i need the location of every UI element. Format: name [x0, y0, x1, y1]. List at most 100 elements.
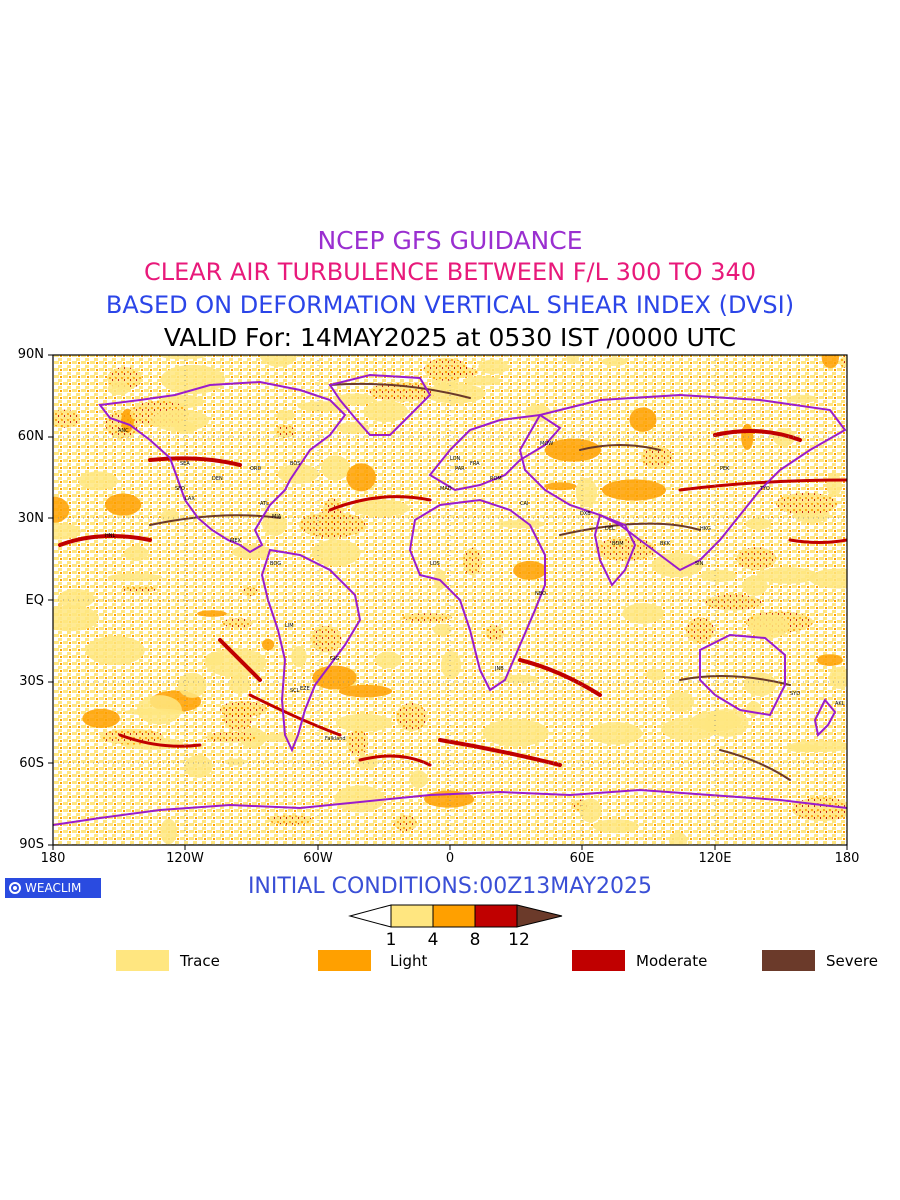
turbulence-patch: [334, 785, 386, 813]
station-label: Falkland: [325, 736, 346, 742]
turbulence-patch: [424, 357, 468, 381]
legend-label-moderate: Moderate: [636, 952, 708, 970]
turbulence-patch: [136, 695, 182, 725]
turbulence-patch: [592, 819, 639, 834]
turbulence-patch: [276, 410, 295, 421]
turbulence-patch: [785, 394, 818, 403]
station-label: BOM: [612, 541, 624, 547]
turbulence-patch: [601, 479, 666, 501]
turbulence-patch: [177, 672, 207, 698]
turbulence-patch: [121, 586, 158, 593]
turbulence-patch: [736, 547, 777, 571]
turbulence-patch: [160, 818, 177, 845]
colorbar-moderate: [474, 904, 518, 928]
colorbar-light: [432, 904, 476, 928]
title-line-2: CLEAR AIR TURBULENCE BETWEEN F/L 300 TO …: [143, 258, 757, 286]
lon-label-60w: 60W: [303, 851, 333, 866]
station-label: MOW: [540, 441, 553, 447]
turbulence-patch: [685, 617, 715, 643]
station-label: BKK: [660, 541, 671, 547]
turbulence-patch: [544, 438, 602, 462]
logo-text: WEACLIM: [25, 881, 82, 895]
turbulence-streak: [678, 478, 847, 492]
turbulence-patch: [205, 652, 225, 666]
turbulence-patch: [277, 464, 319, 484]
station-label: DEL: [605, 526, 615, 532]
colorbar: [348, 904, 563, 928]
turbulence-patch: [756, 567, 818, 584]
station-label: NBO: [535, 591, 546, 597]
turbulence-patch: [312, 665, 357, 690]
title-line-3: BASED ON DEFORMATION VERTICAL SHEAR INDE…: [105, 291, 795, 319]
turbulence-patch: [291, 646, 307, 668]
turbulence-patch: [816, 654, 843, 666]
turbulence-patch: [254, 733, 304, 742]
colorbar-tick-8: 8: [469, 930, 481, 950]
turbulence-patch: [629, 407, 657, 432]
turbulence-patch: [298, 512, 366, 538]
turbulence-patch: [184, 755, 213, 778]
lat-label-60n: 60N: [17, 429, 44, 444]
lat-label-60s: 60S: [19, 756, 44, 771]
turbulence-patch: [700, 569, 738, 583]
turbulence-patch: [513, 560, 547, 580]
station-label: DEN: [212, 476, 223, 482]
station-label: SIN: [695, 561, 704, 567]
turbulence-patch: [335, 713, 392, 732]
turbulence-patch: [839, 356, 847, 368]
turbulence-patch: [595, 537, 656, 562]
station-label: AKL: [835, 701, 845, 707]
turbulence-patch: [231, 545, 273, 559]
lat-label-eq: EQ: [25, 593, 44, 608]
turbulence-patch: [222, 618, 253, 628]
station-label: MAD: [440, 486, 452, 492]
station-label: ROM: [490, 476, 502, 482]
legend-label-light: Light: [390, 952, 428, 970]
station-label: HKG: [700, 526, 711, 532]
turbulence-areas: [53, 355, 847, 845]
title-line-1: NCEP GFS GUIDANCE: [317, 226, 583, 255]
turbulence-patch: [346, 729, 369, 756]
turbulence-patch: [346, 463, 376, 492]
turbulence-patch: [82, 708, 120, 729]
initial-conditions: INITIAL CONDITIONS:00Z13MAY2025: [247, 874, 653, 899]
turbulence-patch: [433, 623, 452, 636]
turbulence-patch: [151, 409, 210, 432]
turbulence-patch: [57, 588, 95, 609]
turbulence-streaks: [58, 382, 847, 781]
turbulence-patch: [206, 731, 257, 743]
turbulence-patch: [53, 496, 70, 523]
turbulence-patch: [826, 472, 842, 498]
turbulence-patch: [748, 614, 790, 639]
turbulence-patch: [53, 523, 81, 540]
turbulence-streak: [788, 538, 847, 544]
turbulence-patch: [742, 575, 768, 596]
station-label: GIG: [330, 656, 339, 662]
legend-swatch-light: [318, 950, 371, 971]
turbulence-patch: [478, 359, 509, 375]
turbulence-patch: [395, 702, 427, 732]
turbulence-patch: [78, 471, 118, 491]
turbulence-patch: [579, 798, 602, 823]
turbulence-patch: [394, 815, 418, 832]
turbulence-streak: [719, 749, 791, 781]
colorbar-tick-4: 4: [427, 930, 439, 950]
turbulence-patch: [821, 355, 840, 369]
turbulence-streak: [518, 658, 602, 697]
turbulence-patch: [160, 364, 226, 395]
station-label: ORD: [250, 466, 261, 472]
turbulence-streak: [438, 738, 562, 767]
turbulence-patch: [641, 445, 673, 469]
legend-label-severe: Severe: [826, 952, 878, 970]
turbulence-patch: [775, 492, 838, 515]
turbulence-patch: [829, 666, 847, 689]
turbulence-patch: [297, 401, 349, 412]
station-label: DXB: [580, 511, 591, 517]
turbulence-patch: [787, 740, 847, 753]
turbulence-patch: [99, 728, 164, 745]
turbulence-patch: [310, 625, 342, 653]
turbulence-patch: [588, 721, 643, 745]
legend-swatch-severe: [762, 950, 815, 971]
turbulence-patch: [666, 691, 695, 712]
turbulence-patch: [485, 625, 505, 641]
